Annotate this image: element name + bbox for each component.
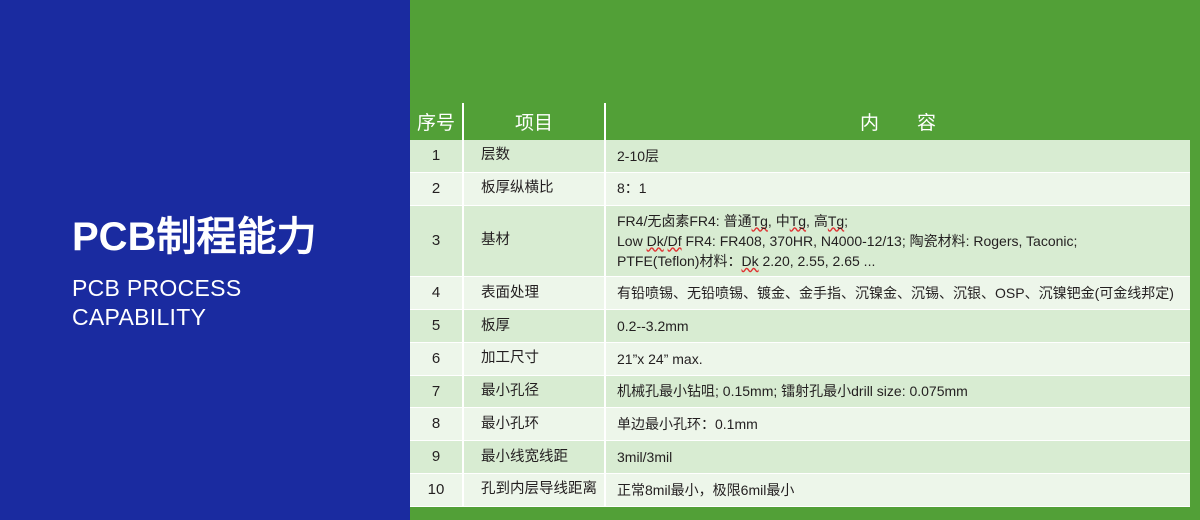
- page-subtitle-line1: PCB PROCESS: [72, 274, 242, 301]
- cell-no: 2: [410, 172, 464, 206]
- page-subtitle-english: PCB PROCESS CAPABILITY: [72, 274, 402, 333]
- table-row: 7 最小孔径 机械孔最小钻咀; 0.15mm; 镭射孔最小drill size: 0…: [410, 375, 1190, 409]
- cell-no: 9: [410, 440, 464, 474]
- cell-content: 机械孔最小钻咀; 0.15mm; 镭射孔最小drill size: 0.075m…: [605, 375, 1190, 409]
- left-blue-panel: PCB制程能力 PCB PROCESS CAPABILITY: [0, 0, 410, 520]
- column-header-item: 项目: [463, 103, 606, 140]
- pcb-capability-table: 序号 项目 内 容 1 层数 2-10层 2 板厚纵横比 8：1 3 基材 FR4/无卤素FR4…: [410, 103, 1190, 507]
- cell-item: 孔到内层导线距离: [463, 473, 606, 507]
- cell-item: 最小孔径: [463, 375, 606, 409]
- table-row: 10 孔到内层导线距离 正常8mil最小，极限6mil最小: [410, 473, 1190, 507]
- cell-content: 单边最小孔环：0.1mm: [605, 407, 1190, 442]
- cell-no: 4: [410, 276, 464, 311]
- cell-item: 层数: [463, 140, 606, 173]
- table-row: 8 最小孔环 单边最小孔环：0.1mm: [410, 407, 1190, 442]
- table-header: 序号 项目 内 容: [410, 103, 1190, 140]
- title-block: PCB制程能力 PCB PROCESS CAPABILITY: [72, 215, 402, 333]
- table-row: 2 板厚纵横比 8：1: [410, 172, 1190, 206]
- cell-no: 3: [410, 205, 464, 278]
- cell-no: 1: [410, 140, 464, 173]
- table-row: 1 层数 2-10层: [410, 140, 1190, 173]
- cell-content: 21”x 24” max.: [605, 342, 1190, 376]
- cell-content: 8：1: [605, 172, 1190, 206]
- cell-no: 5: [410, 309, 464, 343]
- cell-item: 加工尺寸: [463, 342, 606, 376]
- cell-no: 10: [410, 473, 464, 507]
- table-row: 6 加工尺寸 21”x 24” max.: [410, 342, 1190, 376]
- table-row: 5 板厚 0.2--3.2mm: [410, 309, 1190, 343]
- cell-no: 7: [410, 375, 464, 409]
- cell-item: 表面处理: [463, 276, 606, 311]
- cell-content: 正常8mil最小，极限6mil最小: [605, 473, 1190, 507]
- cell-content: 3mil/3mil: [605, 440, 1190, 474]
- column-header-content: 内 容: [605, 103, 1190, 140]
- cell-no: 8: [410, 407, 464, 442]
- page-title-chinese: PCB制程能力: [72, 215, 317, 259]
- table-row: 9 最小线宽线距 3mil/3mil: [410, 440, 1190, 474]
- table-body: 1 层数 2-10层 2 板厚纵横比 8：1 3 基材 FR4/无卤素FR4: 普通Tg, 中T…: [410, 140, 1190, 507]
- table-header-row: 序号 项目 内 容: [410, 103, 1190, 140]
- cell-item: 基材: [463, 205, 606, 278]
- cell-item: 最小孔环: [463, 407, 606, 442]
- table-row: 3 基材 FR4/无卤素FR4: 普通Tg, 中Tg, 高Tg; Low Dk/Df …: [410, 205, 1190, 278]
- cell-content: 有铅喷锡、无铅喷锡、镀金、金手指、沉镍金、沉锡、沉银、OSP、沉镍钯金(可金线邦…: [605, 276, 1190, 311]
- page-subtitle-line2: CAPABILITY: [72, 304, 207, 331]
- column-header-no: 序号: [410, 103, 464, 140]
- cell-item: 板厚: [463, 309, 606, 343]
- cell-content: FR4/无卤素FR4: 普通Tg, 中Tg, 高Tg; Low Dk/Df FR4…: [605, 205, 1190, 278]
- cell-content: 0.2--3.2mm: [605, 309, 1190, 343]
- cell-content: 2-10层: [605, 140, 1190, 173]
- cell-item: 板厚纵横比: [463, 172, 606, 206]
- cell-no: 6: [410, 342, 464, 376]
- table-row: 4 表面处理 有铅喷锡、无铅喷锡、镀金、金手指、沉镍金、沉锡、沉银、OSP、沉镍钯金…: [410, 276, 1190, 311]
- spec-table-container: 序号 项目 内 容 1 层数 2-10层 2 板厚纵横比 8：1 3 基材 FR4/无卤素FR4…: [410, 103, 1190, 507]
- cell-item: 最小线宽线距: [463, 440, 606, 474]
